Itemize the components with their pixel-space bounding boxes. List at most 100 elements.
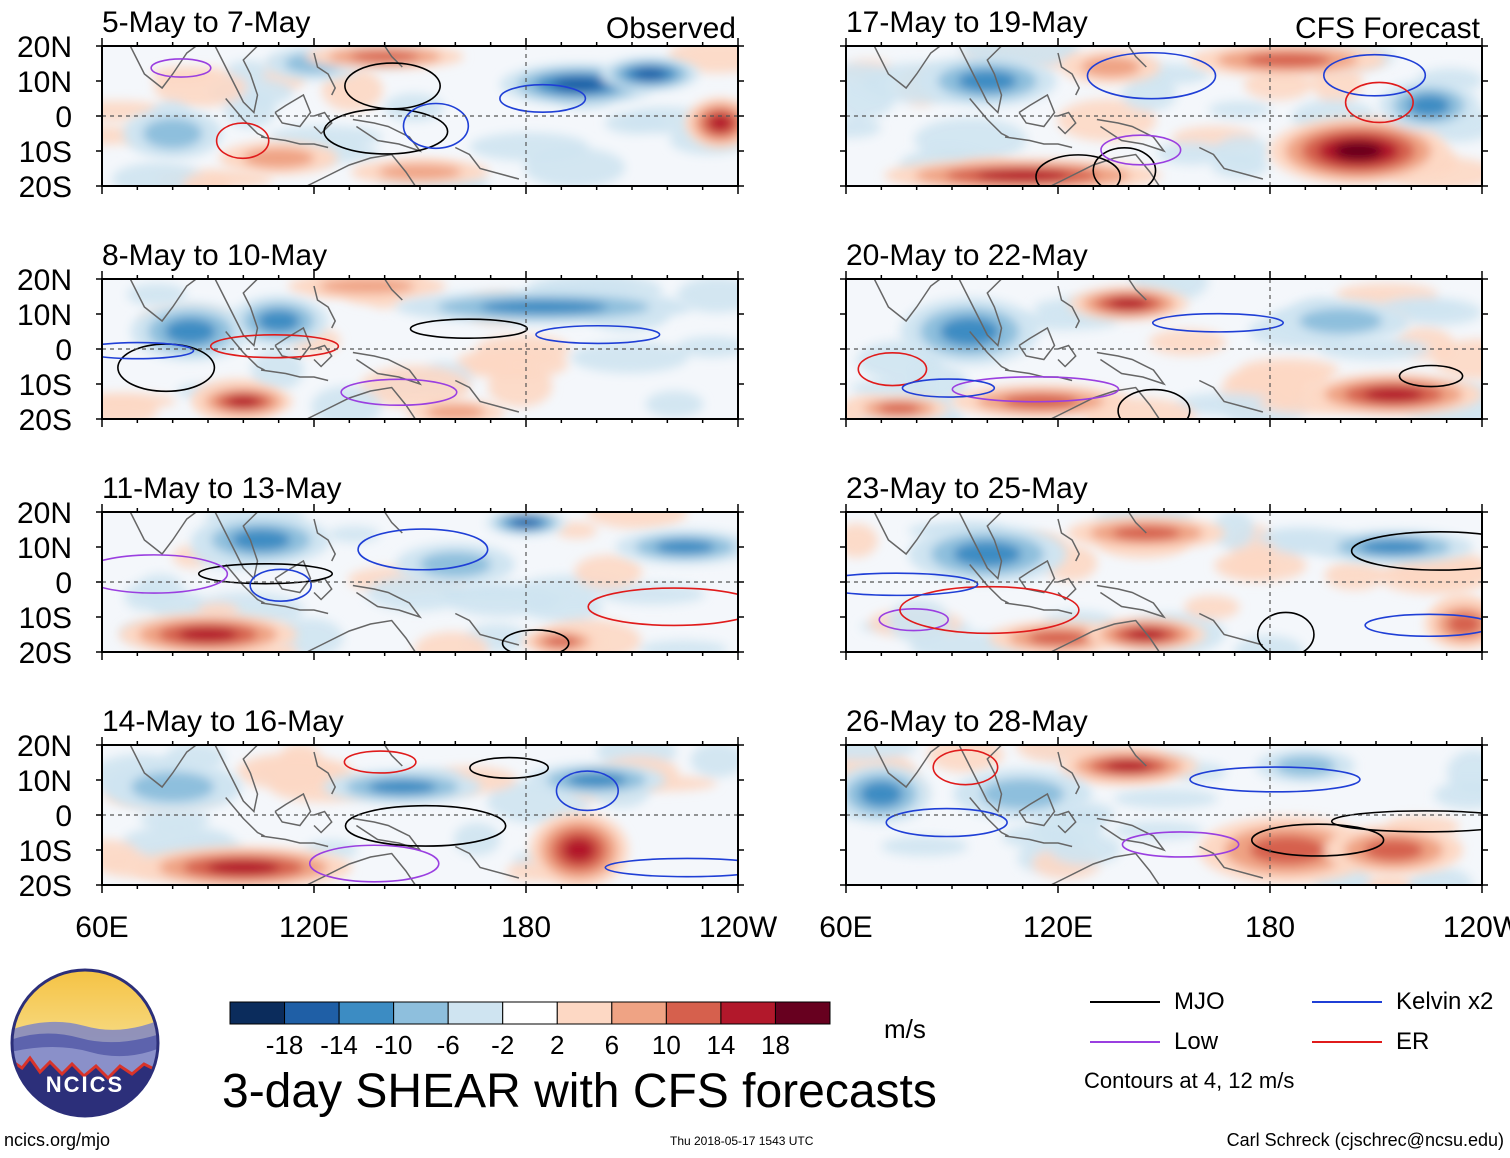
coastlines (129, 512, 520, 652)
panel-period: 11-May to 13-May (102, 472, 342, 505)
legend-line-kelvin (1312, 1001, 1382, 1003)
legend-item-kelvin: Kelvin x2 (1312, 988, 1493, 1016)
colorbar-bin (284, 1001, 340, 1025)
coastlines (873, 745, 1264, 885)
lat-label: 0 (55, 101, 72, 134)
lon-label: 180 (501, 911, 551, 944)
colorbar-tick-label: -6 (437, 1030, 460, 1060)
lat-label: 0 (55, 567, 72, 600)
units-label: m/s (884, 1014, 926, 1044)
observed-label: Observed (606, 12, 736, 45)
colorbar-bin (229, 1001, 286, 1025)
legend-line-er (1312, 1041, 1382, 1043)
colorbar-bin (393, 1001, 449, 1025)
legend-label-mjo: MJO (1174, 988, 1225, 1015)
lat-label: 10N (17, 532, 72, 565)
legend-item-er: ER (1312, 1028, 1429, 1056)
colorbar-tick-label: 6 (605, 1030, 619, 1060)
author-credit: Carl Schreck (cjschrec@ncsu.edu) (1226, 1130, 1504, 1150)
coastlines (129, 46, 520, 186)
coastlines (873, 279, 1264, 419)
colorbar-tick-label: -2 (491, 1030, 514, 1060)
shear-field (102, 279, 738, 419)
panel-period: 20-May to 22-May (846, 239, 1088, 272)
forecast-label: CFS Forecast (1295, 12, 1481, 45)
lon-label: 60E (75, 911, 128, 944)
colorbar-tick-label: 14 (706, 1030, 735, 1060)
wave-contours (857, 312, 1464, 419)
lat-label: 20S (19, 404, 72, 437)
panel-8: 26-May to 28-May 60E 120E 180 120W (819, 705, 1510, 944)
legend-item-low: Low (1090, 1028, 1218, 1056)
lon-label: 120W (1443, 911, 1510, 944)
lat-label: 10S (19, 602, 72, 635)
panel-period: 17-May to 19-May (846, 6, 1088, 39)
wave-contours (102, 318, 661, 407)
panel-period: 23-May to 25-May (846, 472, 1088, 505)
legend: MJO Kelvin x2 Low ER Contours at 4, 12 m… (1084, 984, 1504, 1104)
colorbar-bin (720, 1001, 776, 1025)
colorbar-tick-label: 10 (652, 1030, 681, 1060)
lat-label: 10N (17, 66, 72, 99)
ncics-logo-graphic: NCICS (10, 968, 160, 1118)
colorbar-bin (665, 1001, 722, 1025)
timestamp: Thu 2018-05-17 1543 UTC (670, 1134, 814, 1148)
colorbar-bin (338, 1001, 395, 1025)
panel-6: 20-May to 22-May (840, 239, 1488, 427)
colorbar-tick-label: 18 (761, 1030, 790, 1060)
lat-label: 10S (19, 136, 72, 169)
logo-text: NCICS (46, 1072, 124, 1097)
lat-label: 10N (17, 765, 72, 798)
panel-period: 26-May to 28-May (846, 705, 1088, 738)
wave-contours (885, 749, 1482, 858)
lon-label: 120E (279, 911, 349, 944)
colorbar-tick-label: 2 (550, 1030, 564, 1060)
legend-label-er: ER (1396, 1028, 1430, 1055)
lat-label: 20N (17, 31, 72, 64)
colorbar-bin (611, 1001, 667, 1025)
colorbar-bin (556, 1001, 613, 1025)
wave-contours (846, 531, 1482, 652)
panel-period: 14-May to 16-May (102, 705, 344, 738)
colorbar-tick-label: -10 (375, 1030, 413, 1060)
shear-field (846, 745, 1482, 885)
shear-field (118, 512, 738, 652)
legend-line-low (1090, 1041, 1160, 1043)
lat-label: 0 (55, 334, 72, 367)
lon-label: 60E (819, 911, 872, 944)
lat-label: 20N (17, 264, 72, 297)
lon-label: 120W (699, 911, 778, 944)
colorbar-tick-label: -14 (320, 1030, 358, 1060)
lat-label: 20S (19, 171, 72, 204)
colorbar: -18 -14 -10 -6 -2 2 6 10 14 18 (229, 1001, 831, 1060)
lon-label: 180 (1245, 911, 1295, 944)
site-url[interactable]: ncics.org/mjo (4, 1130, 111, 1150)
chart-title: 3-day SHEAR with CFS forecasts (222, 1065, 937, 1118)
wave-contours (308, 750, 738, 883)
coastlines (873, 512, 1264, 652)
ncics-logo: NCICS (10, 968, 160, 1118)
wave-contours (102, 528, 738, 652)
lat-label: 20S (19, 637, 72, 670)
panel-period: 8-May to 10-May (102, 239, 327, 272)
contour-note: Contours at 4, 12 m/s (1084, 1068, 1295, 1093)
lat-label: 20N (17, 497, 72, 530)
colorbar-bin (502, 1001, 558, 1025)
legend-label-kelvin: Kelvin x2 (1396, 988, 1494, 1015)
lat-label: 0 (55, 800, 72, 833)
colorbar-bin (447, 1001, 504, 1025)
shear-field (846, 46, 1482, 186)
wave-contours (1035, 51, 1427, 186)
coastlines (129, 745, 520, 885)
lat-label: 20S (19, 870, 72, 903)
wave-contours (150, 58, 587, 160)
colorbar-bin (774, 1001, 831, 1025)
legend-line-mjo (1090, 1001, 1160, 1003)
lat-label: 10S (19, 835, 72, 868)
panel-5: 17-May to 19-May CFS Forecast (840, 6, 1488, 194)
